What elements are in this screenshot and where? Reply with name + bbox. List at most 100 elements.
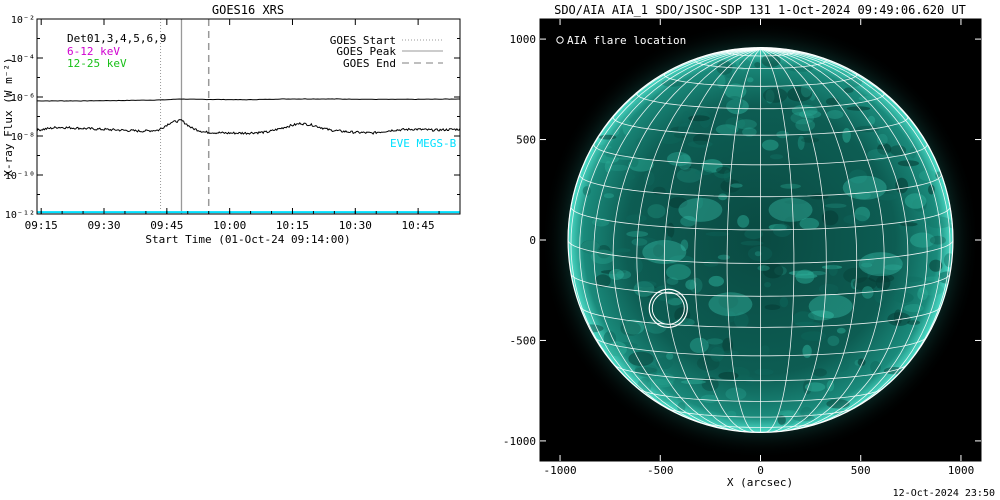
disk-feature [742, 127, 757, 137]
disk-feature [717, 254, 731, 260]
disk-feature [821, 210, 839, 226]
disk-feature [787, 87, 812, 102]
disk-feature [682, 111, 690, 125]
disk-feature [680, 239, 689, 251]
goes-legend-channels: Det01,3,4,5,6,9 6-12 keV 12-25 keV [67, 32, 166, 70]
disk-feature [790, 111, 815, 125]
aia-legend: AIA flare location [556, 34, 686, 47]
goes-y-tick-label: 10⁻¹² [5, 210, 35, 221]
disk-feature [616, 155, 637, 160]
aia-x-tick-label: -1000 [543, 464, 576, 477]
disk-feature [867, 149, 889, 161]
grid-longitude-line [726, 48, 761, 433]
disk-feature [740, 240, 764, 246]
disk-feature [813, 368, 827, 377]
goes-y-tick-label: 10⁻² [11, 15, 35, 26]
disk-feature [855, 125, 880, 133]
disk-feature [680, 215, 697, 227]
disk-feature [808, 310, 834, 321]
disk-feature [907, 320, 920, 325]
disk-feature [693, 134, 710, 145]
disk-feature [834, 360, 849, 372]
grid-longitude-line [760, 48, 951, 398]
grid-longitude-line [760, 48, 909, 431]
disk-feature [792, 311, 815, 327]
disk-feature [631, 238, 648, 246]
disk-feature [801, 137, 820, 143]
disk-feature [764, 282, 771, 288]
disk-feature [725, 387, 747, 401]
disk-feature [874, 287, 885, 303]
disk-feature [628, 351, 654, 367]
aia-x-tick-label: 0 [757, 464, 764, 477]
disk-feature [926, 216, 952, 229]
active-region [842, 175, 887, 200]
legend-goes-peak: GOES Peak [336, 45, 396, 58]
disk-feature [648, 379, 674, 388]
disk-feature [795, 269, 815, 284]
disk-feature [744, 228, 764, 240]
disk-feature [893, 292, 914, 304]
disk-feature [764, 304, 781, 311]
disk-feature [703, 259, 719, 267]
disk-feature [634, 367, 657, 374]
legend-goes-end: GOES End [343, 57, 396, 70]
disk-feature [607, 164, 629, 171]
disk-feature [680, 379, 707, 385]
disk-feature [707, 344, 725, 359]
goes-y-tick-label: 10⁻⁶ [11, 93, 35, 104]
disk-feature [827, 335, 840, 346]
disk-feature [615, 248, 631, 253]
solar-limb [567, 46, 954, 434]
disk-feature [718, 193, 728, 201]
disk-feature [826, 110, 844, 119]
disk-feature [716, 60, 733, 75]
aia-x-tick-label: -500 [647, 464, 674, 477]
heliographic-grid [567, 46, 954, 434]
disk-feature [744, 376, 755, 386]
disk-feature [689, 337, 709, 354]
disk-feature [628, 158, 654, 172]
series-long [37, 98, 460, 102]
goes-x-tick-label: 10:45 [402, 219, 435, 232]
goes-x-tick-label: 09:30 [87, 219, 120, 232]
disk-feature [603, 331, 617, 346]
disk-feature [620, 321, 641, 336]
disk-feature [861, 259, 872, 268]
goes-plot-area [37, 19, 460, 214]
goes-xrs-panel: GOES16 XRS 10⁻² 10⁻⁴ 10⁻⁶ 10⁻⁸ 10⁻¹⁰ 10⁻¹² 09… [2, 3, 461, 246]
disk-feature [605, 153, 630, 158]
aia-y-axis: -1000 -500 0 500 1000 [503, 33, 981, 448]
flare-location-circle-inner [651, 291, 685, 325]
disk-feature [739, 59, 751, 69]
disk-feature [794, 321, 821, 327]
disk-feature [821, 265, 843, 270]
disk-feature [720, 179, 741, 193]
disk-feature [737, 215, 750, 228]
disk-feature [910, 232, 936, 248]
disk-feature [769, 154, 784, 160]
disk-feature [723, 169, 731, 183]
aia-y-tick-label: 0 [529, 234, 536, 247]
disk-feature [695, 169, 712, 176]
disk-feature [665, 236, 672, 242]
disk-feature [634, 280, 657, 288]
aia-x-tick-label: 1000 [948, 464, 975, 477]
active-region [808, 294, 853, 319]
aia-y-tick-label: -500 [510, 334, 537, 347]
disk-feature [800, 83, 812, 98]
footer-timestamp: 12-Oct-2024 23:50 [893, 488, 995, 499]
disk-feature [868, 273, 895, 283]
disk-feature [761, 54, 781, 68]
disk-feature [802, 344, 812, 358]
disk-feature [696, 355, 720, 371]
disk-feature [895, 177, 909, 194]
disk-feature [799, 217, 820, 230]
disk-feature [603, 193, 615, 199]
legend-goes-start: GOES Start [330, 34, 396, 47]
disk-feature [666, 352, 674, 360]
disk-feature [826, 97, 839, 106]
disk-feature [668, 255, 695, 266]
disk-feature [763, 87, 788, 103]
